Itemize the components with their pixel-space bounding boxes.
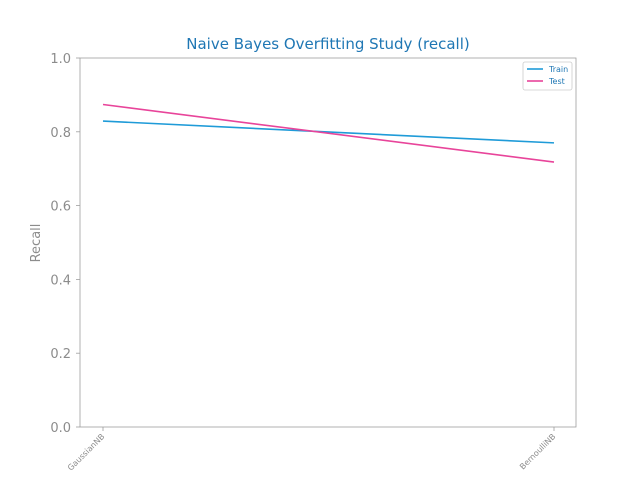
- x-tick-label: GaussianNB: [66, 432, 106, 472]
- y-tick-label: 0.4: [50, 273, 71, 288]
- series-lines: [102, 103, 555, 163]
- chart-title: Naive Bayes Overfitting Study (recall): [186, 35, 470, 53]
- y-tick-label: 0.2: [50, 347, 71, 362]
- x-axis: GaussianNB BernoulliNB: [66, 427, 557, 472]
- legend-label-test: Test: [548, 77, 565, 86]
- y-tick-label: 0.0: [50, 421, 71, 436]
- y-axis-label: Recall: [29, 224, 44, 263]
- y-tick-label: 1.0: [50, 52, 71, 67]
- series-line-test: [102, 103, 555, 163]
- legend-label-train: Train: [548, 65, 568, 74]
- y-tick-label: 0.8: [50, 126, 71, 141]
- x-tick-label: BernoulliNB: [518, 432, 557, 471]
- series-line-train: [102, 120, 555, 144]
- plot-area: [79, 57, 577, 428]
- legend: Train Test: [522, 61, 573, 91]
- y-axis: 0.0 0.2 0.4 0.6 0.8 1.0: [50, 52, 80, 436]
- y-tick-label: 0.6: [50, 200, 71, 215]
